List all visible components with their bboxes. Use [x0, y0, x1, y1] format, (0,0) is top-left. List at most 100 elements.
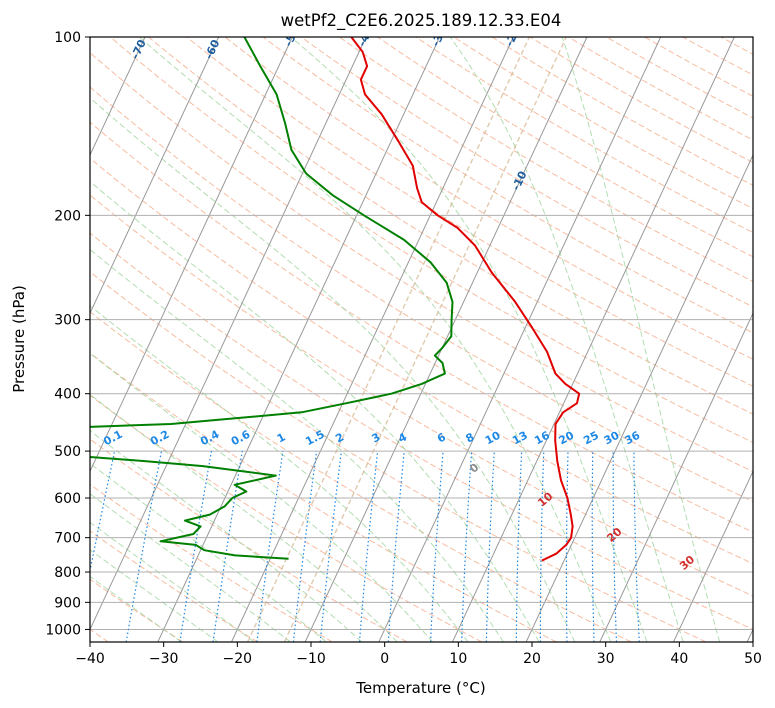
sounding-series: [90, 37, 581, 562]
dendritic-line: [246, 37, 531, 642]
y-tick-label: 800: [54, 565, 81, 581]
y-tick-label: 400: [54, 387, 81, 403]
isotherm-line: [525, 153, 753, 642]
dry-adiabat-line: [339, 37, 753, 283]
isotherm-line: [452, 37, 735, 642]
mixing-ratio-lines: [90, 450, 640, 642]
isotherm-line: [673, 470, 753, 642]
x-tick-label: −30: [149, 651, 179, 667]
dendritic-zone-lines: [246, 37, 567, 642]
y-tick-label: 300: [54, 313, 81, 329]
dry-adiabat-line: [90, 483, 333, 642]
y-tick-label: 200: [54, 208, 81, 224]
isotherm-label: -50: [282, 25, 302, 49]
dry-adiabat-line: [90, 530, 258, 642]
y-tick-label: 900: [54, 595, 81, 611]
isotherm-line: [378, 37, 662, 642]
moist-adiabat-line: [90, 575, 182, 642]
y-tick-label: 600: [54, 491, 81, 507]
y-axis-ticks: 100 200 300 400 500 600 700 800 900 1000: [45, 30, 90, 638]
dry-adiabat-line: [148, 37, 753, 415]
moist-adiabat-line: [90, 97, 576, 642]
plot-area: -100-90-80-70-60-50-40-30-20-100.10.20.4…: [90, 25, 770, 642]
dry-adiabat-line: [90, 194, 753, 597]
dry-adiabat-line: [90, 52, 753, 473]
mixing-ratio-line: [179, 450, 213, 642]
moist-adiabat-line: [90, 352, 433, 642]
x-tick-label: 10: [449, 651, 467, 667]
x-tick-label: −40: [75, 651, 105, 667]
dry-adiabat-line: [90, 311, 632, 642]
isotherm-label: -40: [355, 25, 375, 49]
y-tick-label: 700: [54, 531, 81, 547]
isotherm-line: [231, 37, 514, 642]
dry-adiabat-line: [90, 352, 557, 642]
pressure-gridlines: [90, 37, 753, 630]
dry-adiabat-line: [491, 37, 753, 186]
x-axis-label: Temperature (°C): [355, 679, 485, 697]
x-tick-label: 0: [380, 651, 389, 667]
dry-adiabat-line: [90, 232, 753, 630]
mixing-ratio-label: 13: [510, 429, 530, 448]
mixing-ratio-label: 25: [581, 429, 601, 448]
dry-adiabat-line: [300, 37, 753, 308]
x-tick-label: 50: [744, 651, 762, 667]
y-axis-label: Pressure (hPa): [10, 285, 28, 393]
x-tick-label: 30: [597, 651, 615, 667]
isotherms: [90, 37, 753, 642]
x-tick-label: −10: [296, 651, 326, 667]
x-tick-label: 20: [523, 651, 541, 667]
dewpoint-profile-line: [90, 37, 454, 560]
moist-adiabat-line: [90, 248, 504, 642]
mixing-ratio-line: [125, 450, 163, 642]
dry-adiabat-line: [377, 37, 753, 258]
isotherm-line: [90, 37, 293, 473]
dry-adiabat-line: [90, 271, 707, 642]
isotherm-line: [90, 37, 220, 315]
wet-bulb-label: 40: [750, 581, 770, 601]
mixing-ratio-line: [292, 451, 318, 642]
mixing-ratio-line: [319, 451, 342, 642]
x-axis-ticks: −40 −30 −20 −10 0 10 20 30 40 50: [75, 642, 762, 667]
dry-adiabat-line: [568, 37, 753, 141]
moist-adiabat-line: [90, 430, 363, 642]
dry-adiabats: [90, 37, 753, 642]
dendritic-line: [283, 37, 567, 642]
x-tick-label: 40: [670, 651, 688, 667]
moist-adiabat-line: [90, 181, 540, 642]
y-tick-label: 1000: [45, 622, 81, 638]
isotherm-line: [157, 37, 441, 642]
y-tick-label: 500: [54, 444, 81, 460]
dry-adiabat-line: [224, 37, 753, 360]
isotherm-label: -30: [429, 25, 449, 49]
chart-title: wetPf2_C2E6.2025.189.12.33.E04: [281, 11, 562, 31]
mixing-ratio-label: 36: [623, 429, 643, 448]
dry-adiabat-line: [90, 157, 753, 565]
y-tick-label: 100: [54, 30, 81, 46]
temperature-profile-line: [350, 37, 581, 562]
mixing-ratio-label: 10: [483, 429, 503, 448]
plot-frame: [89, 36, 754, 643]
dry-adiabat-line: [453, 37, 753, 210]
moist-adiabat-line: [90, 462, 327, 642]
dry-adiabat-line: [110, 37, 753, 444]
isotherm-label: -20: [503, 25, 523, 49]
mixing-ratio-label: 20: [557, 429, 577, 448]
moist-adiabat-line: [561, 37, 721, 642]
moist-adiabat-line: [90, 549, 219, 642]
isotherm-line: [304, 37, 588, 642]
dry-adiabat-line: [186, 37, 753, 387]
mixing-ratio-line: [212, 451, 243, 642]
mixing-ratio-label: 30: [602, 429, 622, 448]
isotherm-line: [90, 37, 146, 157]
moist-adiabat-line: [449, 37, 684, 642]
isotherm-line: [599, 312, 753, 642]
mixing-ratio-line: [256, 451, 284, 642]
mixing-ratio-label: 16: [532, 429, 552, 448]
isotherm-line: [90, 37, 367, 631]
mixing-ratio-line: [90, 450, 116, 574]
x-tick-label: −20: [223, 651, 253, 667]
moist-adiabat-line: [138, 37, 612, 642]
